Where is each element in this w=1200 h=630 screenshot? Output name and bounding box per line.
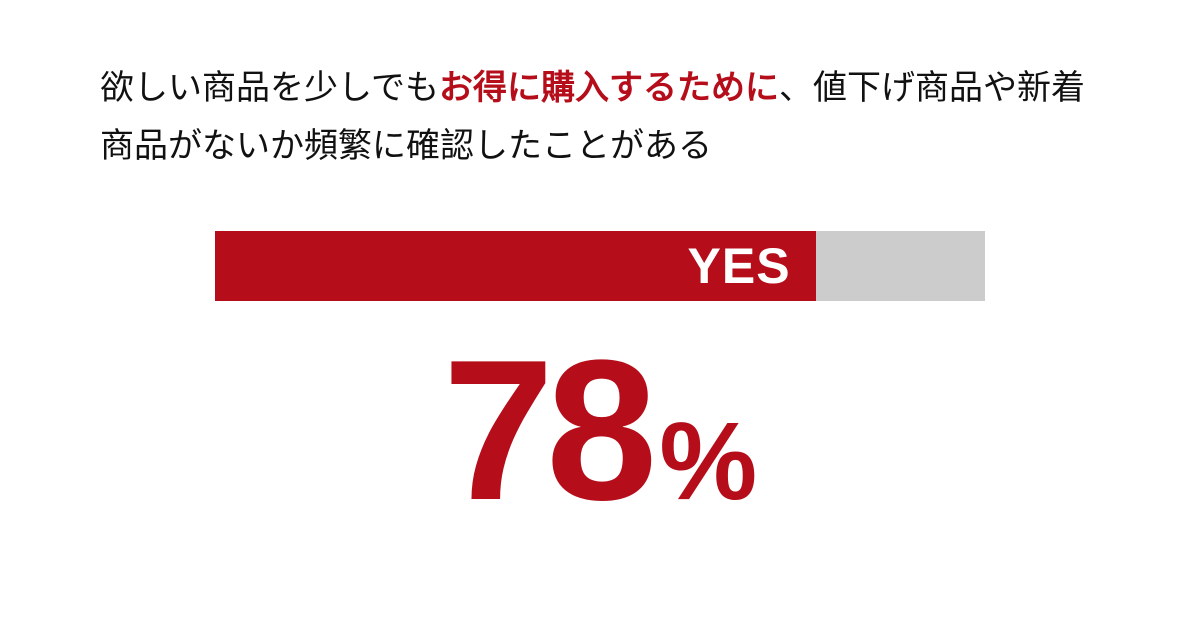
question-highlight: お得に購入するために <box>439 69 779 107</box>
progress-bar: YES <box>215 231 985 301</box>
question-before: 欲しい商品を少しでも <box>100 69 439 107</box>
percentage-number: 78 <box>443 331 649 531</box>
question-text: 欲しい商品を少しでもお得に購入するために、値下げ商品や新着商品がないか頻繁に確認… <box>100 60 1100 176</box>
bar-label: YES <box>688 237 791 295</box>
percentage-symbol: % <box>659 398 757 525</box>
bar-fill: YES <box>215 231 816 301</box>
percentage-display: 78 % <box>100 331 1100 531</box>
bar-empty <box>816 231 985 301</box>
